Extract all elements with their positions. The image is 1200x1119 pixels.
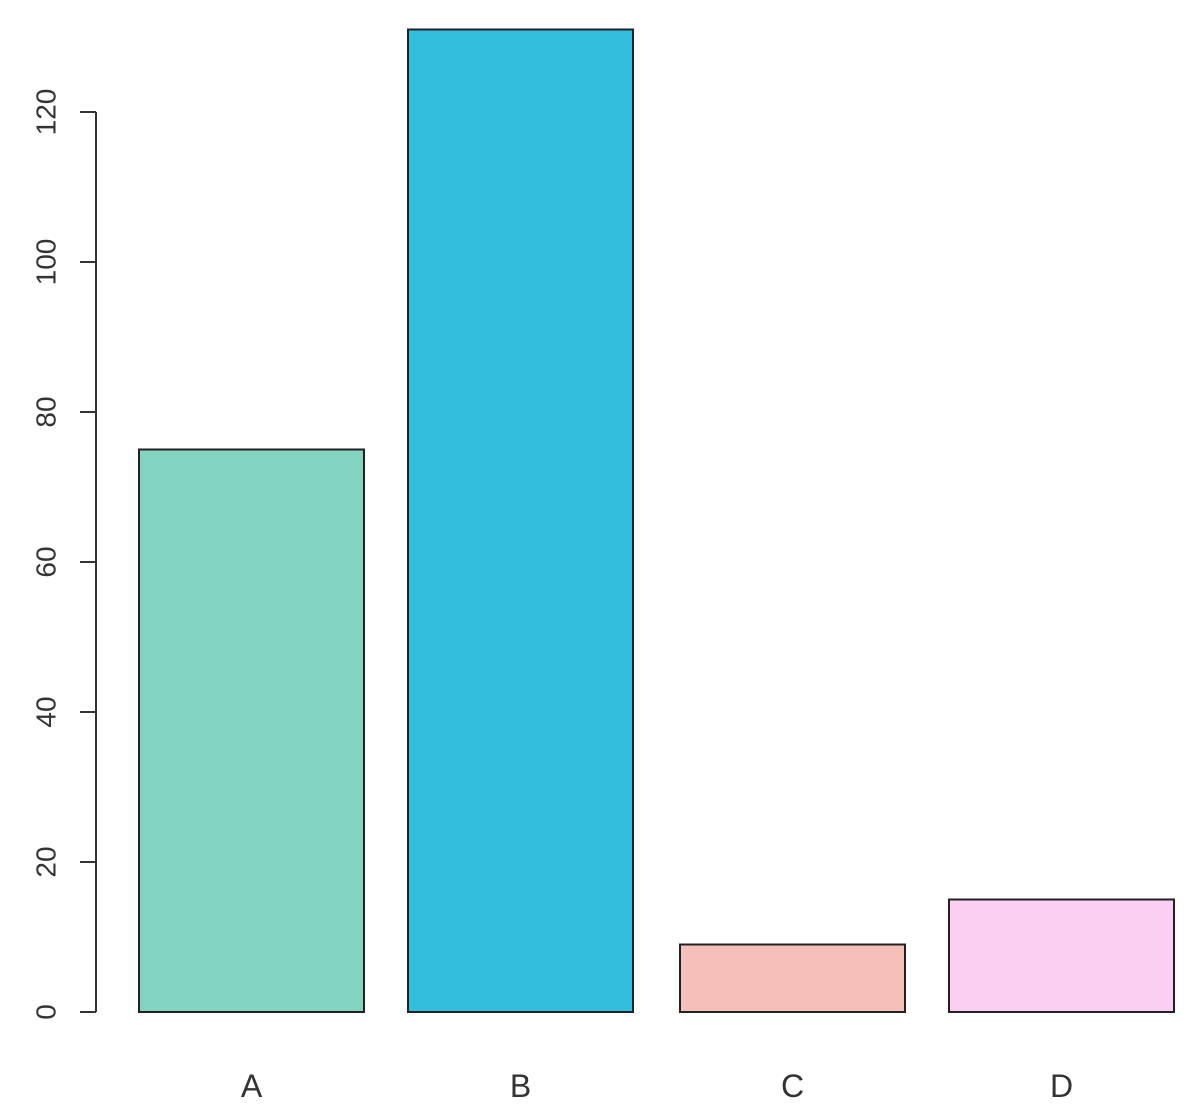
- x-category-label: C: [781, 1068, 804, 1104]
- y-tick-label: 80: [30, 396, 61, 427]
- bar-d: [948, 898, 1175, 1013]
- y-tick-label: 40: [30, 696, 61, 727]
- bar-a: [138, 448, 365, 1013]
- y-tick-label: 120: [30, 89, 61, 136]
- bars: [138, 28, 1175, 1013]
- y-axis: 0 20 40 60 80 100 120: [30, 89, 97, 1020]
- x-category-label: D: [1050, 1068, 1073, 1104]
- bar-b: [407, 28, 634, 1013]
- bar-c: [679, 943, 906, 1013]
- y-tick-label: 60: [30, 546, 61, 577]
- y-tick-label: 100: [30, 239, 61, 286]
- x-axis-labels: A B C D: [241, 1068, 1073, 1104]
- x-category-label: B: [510, 1068, 531, 1104]
- y-tick-label: 20: [30, 846, 61, 877]
- y-tick-label: 0: [30, 1004, 61, 1020]
- x-category-label: A: [241, 1068, 263, 1104]
